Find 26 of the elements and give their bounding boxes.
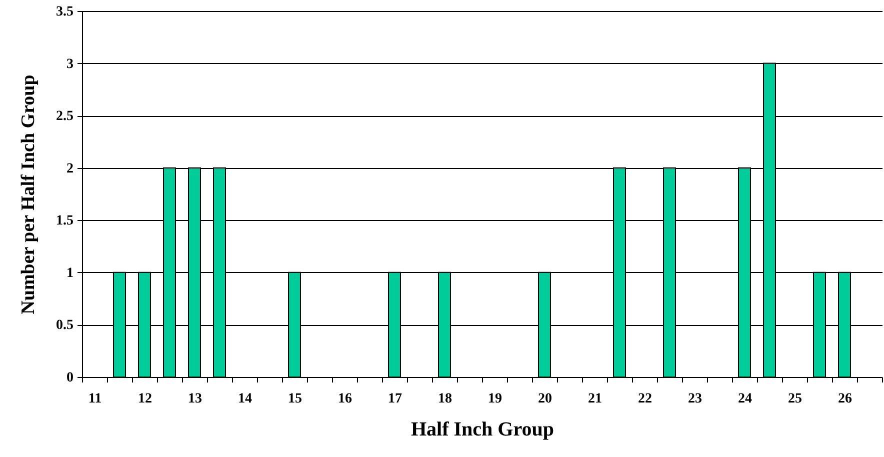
y-axis-title: Number per Half Inch Group bbox=[18, 74, 39, 314]
x-axis-title: Half Inch Group bbox=[411, 418, 554, 440]
y-tick-label: 2 bbox=[66, 161, 74, 176]
x-tick-label: 23 bbox=[688, 392, 702, 406]
x-tick-label: 18 bbox=[438, 392, 452, 406]
y-tick-label: 3 bbox=[66, 56, 74, 72]
x-tick-label: 15 bbox=[288, 392, 302, 406]
x-tick-label: 11 bbox=[88, 392, 102, 406]
y-tick-label: 1.5 bbox=[56, 214, 74, 229]
y-tick-label: 0.5 bbox=[56, 318, 74, 334]
y-tick-label: 1 bbox=[66, 266, 74, 281]
x-tick-label: 25 bbox=[788, 392, 802, 406]
y-tick-label: 2.5 bbox=[56, 109, 74, 124]
x-tick-label: 13 bbox=[188, 392, 202, 406]
x-tick-label: 22 bbox=[638, 392, 652, 406]
x-tick-label: 17 bbox=[388, 392, 402, 406]
x-tick-label: 19 bbox=[488, 392, 502, 406]
x-tick-label: 26 bbox=[838, 392, 852, 406]
y-tick-label: 3.5 bbox=[56, 4, 74, 20]
x-tick-label: 24 bbox=[738, 392, 752, 406]
x-tick-label: 20 bbox=[538, 392, 552, 406]
x-tick-label: 12 bbox=[138, 392, 152, 406]
x-tick-label: 16 bbox=[338, 392, 352, 406]
x-tick-label: 14 bbox=[238, 392, 252, 406]
y-tick-label: 0 bbox=[66, 370, 74, 386]
x-tick-label: 21 bbox=[588, 392, 602, 406]
